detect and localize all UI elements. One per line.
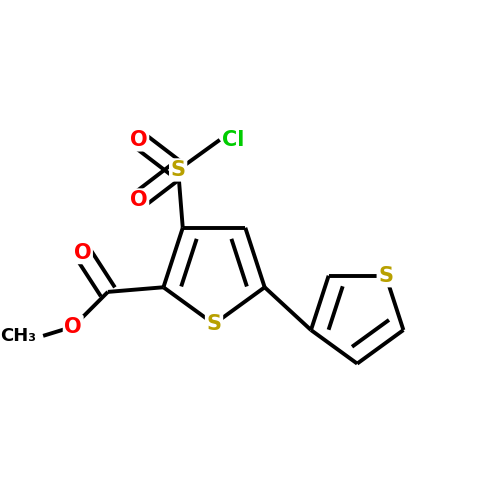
Text: Cl: Cl xyxy=(222,130,244,150)
Text: O: O xyxy=(74,242,92,262)
Text: S: S xyxy=(206,314,222,334)
Text: O: O xyxy=(130,130,148,150)
Text: S: S xyxy=(378,266,394,285)
Text: O: O xyxy=(64,316,82,336)
Text: S: S xyxy=(170,160,186,180)
Text: CH₃: CH₃ xyxy=(0,327,36,345)
Text: O: O xyxy=(130,190,148,210)
